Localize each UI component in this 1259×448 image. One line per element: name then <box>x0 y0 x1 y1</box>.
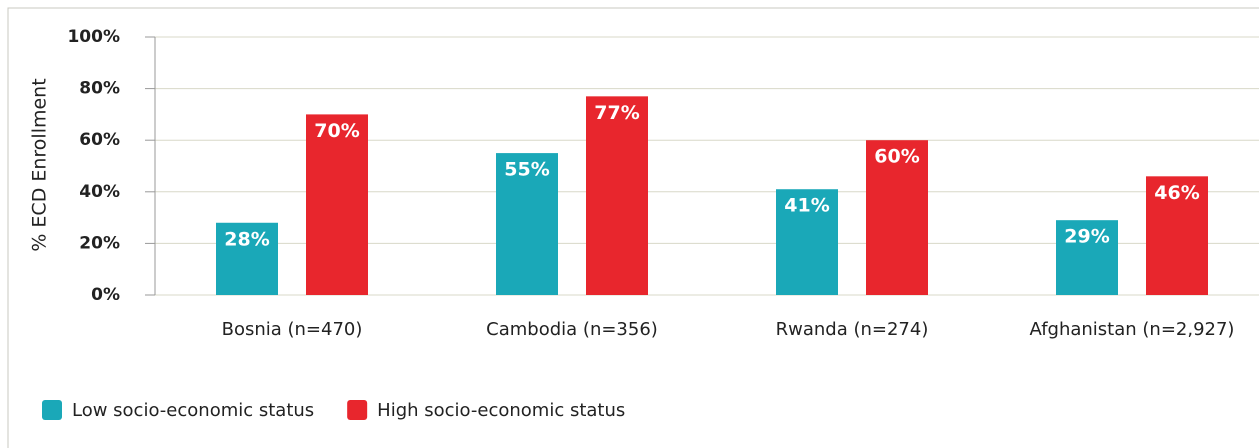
y-tick-label: 80% <box>79 79 120 99</box>
value-label: 41% <box>784 195 829 217</box>
y-tick-label: 0% <box>91 285 120 305</box>
legend-swatch <box>42 400 62 420</box>
legend-label: High socio-economic status <box>377 400 625 421</box>
bar <box>1056 220 1118 295</box>
legend-swatch <box>347 400 368 420</box>
bar <box>216 222 278 295</box>
value-label: 55% <box>504 159 549 181</box>
y-axis-label: % ECD Enrollment <box>29 78 51 251</box>
value-label: 60% <box>874 146 919 168</box>
x-tick-label: Afghanistan (n=2,927) <box>1030 319 1235 340</box>
bar <box>866 140 928 295</box>
value-label: 77% <box>594 102 639 124</box>
value-label: 28% <box>224 228 269 250</box>
x-tick-label: Bosnia (n=470) <box>222 319 363 340</box>
y-tick-label: 100% <box>67 27 120 47</box>
value-label: 29% <box>1064 226 1109 248</box>
value-label: 46% <box>1154 182 1199 204</box>
y-tick-label: 20% <box>79 233 120 253</box>
bar <box>496 153 558 295</box>
x-tick-label: Rwanda (n=274) <box>776 319 929 340</box>
bar <box>586 96 648 295</box>
bar <box>306 114 368 296</box>
value-label: 70% <box>314 120 359 142</box>
x-tick-label: Cambodia (n=356) <box>486 319 658 340</box>
legend-label: Low socio-economic status <box>72 400 314 421</box>
y-tick-label: 40% <box>79 182 120 202</box>
y-tick-label: 60% <box>79 130 120 150</box>
frame <box>7 7 1259 448</box>
bar <box>776 189 838 295</box>
bar <box>1146 176 1208 295</box>
